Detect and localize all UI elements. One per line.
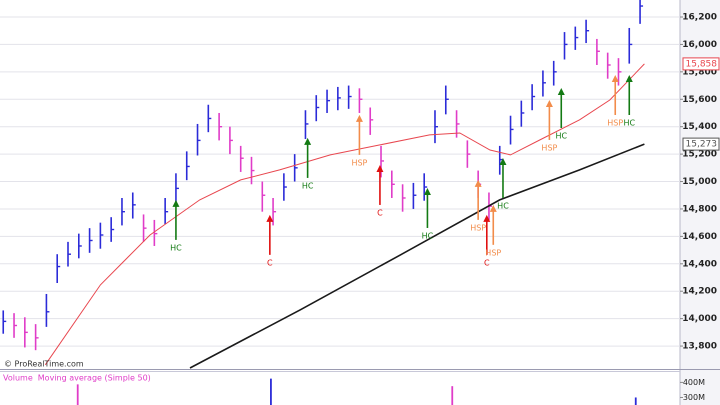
- arrow-head: [611, 74, 619, 82]
- annotation-label: HC: [497, 201, 509, 210]
- y-tick-label: 14,800: [682, 204, 717, 214]
- y-tick-label: 16,000: [682, 40, 717, 50]
- volume-tick-label: 400M: [683, 378, 705, 387]
- annotation-label: C: [377, 208, 383, 217]
- arrow-head: [304, 137, 312, 145]
- annotation-label: C: [267, 258, 273, 267]
- y-tick-label: 14,200: [682, 287, 717, 297]
- arrow-head: [557, 88, 565, 96]
- volume-legend: Volume: [3, 374, 33, 383]
- y-tick-label: 15,000: [682, 177, 717, 187]
- annotation-label: HSP: [485, 248, 501, 257]
- annotation-label: HSP: [541, 143, 557, 152]
- annotation-label: HC: [422, 231, 434, 240]
- last-value-box: [682, 57, 720, 71]
- annotation-label: HC: [623, 118, 635, 127]
- y-tick-label: 15,200: [682, 150, 717, 160]
- arrow-head: [625, 74, 633, 82]
- annotation-label: HSP: [351, 158, 367, 167]
- annotation-label: C: [484, 258, 490, 267]
- arrow-head: [266, 214, 274, 222]
- last-value-label: 15,273: [686, 140, 718, 150]
- last-value-label: 15,858: [686, 59, 718, 69]
- arrow-head: [474, 179, 482, 187]
- y-tick-label: 13,800: [682, 342, 717, 352]
- volume-tick-label: 300M: [683, 393, 705, 402]
- annotation-label: HC: [302, 181, 314, 190]
- last-value-box: [682, 137, 720, 151]
- arrow-head: [489, 204, 497, 212]
- credit: © ProRealTime.com: [4, 360, 84, 369]
- annotation-label: HSP: [470, 223, 486, 232]
- volume-legend: Moving average (Simple 50): [38, 374, 151, 383]
- arrow-head: [376, 164, 384, 172]
- grid: [0, 16, 680, 347]
- annotation-label: HSP: [607, 118, 623, 127]
- arrow-head: [423, 187, 431, 195]
- y-tick-label: 16,200: [682, 13, 717, 23]
- arrow-head: [545, 99, 553, 107]
- arrow-head: [499, 157, 507, 165]
- annotation-label: HC: [555, 132, 567, 141]
- y-tick-label: 14,400: [682, 259, 717, 269]
- moving-average: [44, 63, 645, 366]
- y-tick-label: 15,600: [682, 95, 717, 105]
- arrow-head: [172, 199, 180, 207]
- y-tick-label: 15,800: [682, 67, 717, 77]
- y-tick-label: 14,000: [682, 314, 717, 324]
- arrow-head: [355, 114, 363, 122]
- y-tick-label: 15,400: [682, 122, 717, 132]
- y-tick-label: 14,600: [682, 232, 717, 242]
- moving-average: [189, 143, 645, 369]
- arrow-head: [483, 214, 491, 222]
- annotation-label: HC: [170, 243, 182, 252]
